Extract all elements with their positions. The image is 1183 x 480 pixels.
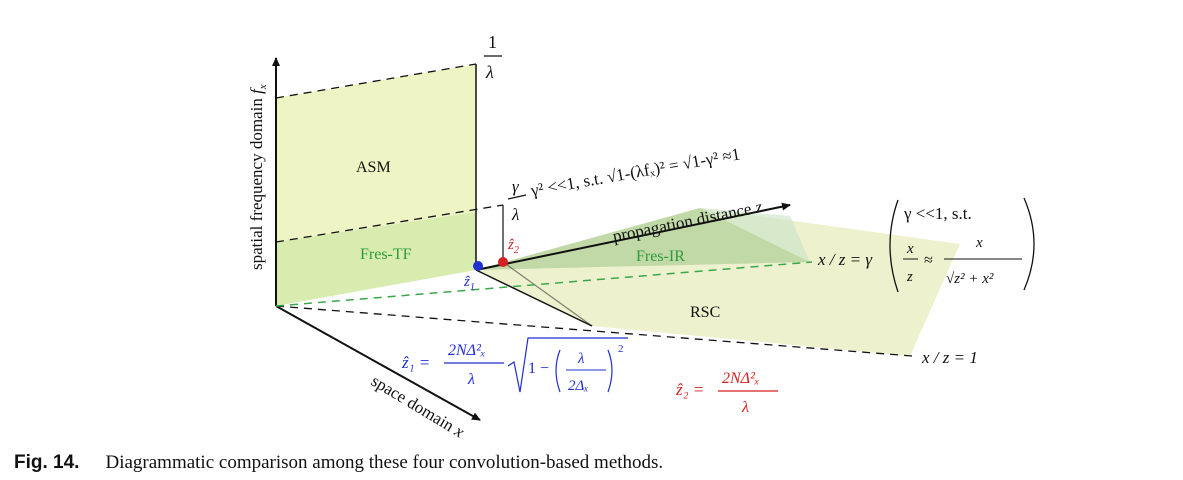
depth-axis: [275, 305, 481, 421]
cond2-z: z: [906, 269, 913, 285]
gamma-condition: γ² <<1, s.t. √1-(λfₓ)² = √1-γ² ≈1: [528, 144, 741, 200]
caption-label: Fig. 14.: [14, 452, 80, 473]
z2-marker-label: ẑ2: [507, 237, 519, 256]
plane-edge-bottom: [475, 269, 593, 327]
svg-text:λ: λ: [467, 371, 475, 388]
gamma-fraction-num: γ: [512, 177, 520, 196]
ir-base-line: [502, 261, 593, 327]
fres-ir-region: [476, 208, 810, 270]
fres-ir-light: [700, 208, 810, 262]
caption-text: Diagrammatic comparison among these four…: [105, 452, 664, 473]
top-fraction-den: λ: [485, 62, 494, 82]
z1-formula: ẑ₁ = 2NΔ²ₓ λ 1 − λ 2Δₓ 2: [401, 337, 628, 394]
fres-tf-region: [276, 212, 476, 306]
rsc-label: RSC: [690, 304, 720, 321]
depth-axis-label: space domain x: [368, 371, 468, 441]
asm-top-dash: [275, 63, 477, 99]
asm-region: [276, 64, 476, 242]
svg-text:λ: λ: [741, 399, 749, 416]
z1-point: [473, 261, 483, 271]
gamma-level-dash: [275, 204, 504, 243]
svg-text:2NΔ²ₓ: 2NΔ²ₓ: [722, 370, 759, 387]
asm-label: ASM: [356, 159, 391, 176]
gamma-fraction-bar: [507, 194, 527, 200]
svg-text:2NΔ²ₓ: 2NΔ²ₓ: [448, 342, 485, 359]
line-one-label: x / z = 1: [921, 348, 978, 367]
cond2-line1: γ <<1, s.t.: [903, 204, 972, 223]
svg-text:1 −: 1 −: [528, 360, 549, 377]
cond2-x: x: [906, 241, 914, 257]
cond2-approx: ≈: [924, 252, 933, 269]
line-gamma-label: x / z = γ: [817, 250, 873, 269]
svg-text:ẑ₁ =: ẑ₁ =: [401, 353, 430, 372]
z2-point: [498, 257, 508, 267]
gamma-fraction-den: λ: [511, 205, 519, 224]
svg-text:2: 2: [618, 343, 624, 355]
cond2-right-paren: [1023, 197, 1035, 291]
figure-caption: Fig. 14. Diagrammatic comparison among th…: [14, 452, 663, 474]
svg-text:2Δₓ: 2Δₓ: [568, 378, 589, 394]
propagation-axis: [475, 202, 791, 271]
cond2-rhs-den: √z² + x²: [946, 271, 994, 287]
fres-tf-label: Fres-TF: [360, 246, 412, 263]
cond2-left-paren: [889, 199, 899, 293]
svg-text:λ: λ: [577, 351, 585, 367]
vertical-axis-label: spatial frequency domain fx: [247, 84, 269, 270]
x-over-z-gamma-dash: [275, 261, 813, 307]
diagram: spatial frequency domain fx space domain…: [247, 32, 1035, 442]
z2-formula: ẑ₂ = 2NΔ²ₓ λ: [675, 370, 778, 416]
cond2-rhs-num: x: [975, 235, 983, 251]
fres-ir-label: Fres-IR: [636, 248, 685, 265]
top-fraction-num: 1: [488, 32, 497, 52]
svg-text:ẑ₂ =: ẑ₂ =: [675, 380, 704, 399]
z1-marker-label: ẑ1: [463, 274, 475, 293]
